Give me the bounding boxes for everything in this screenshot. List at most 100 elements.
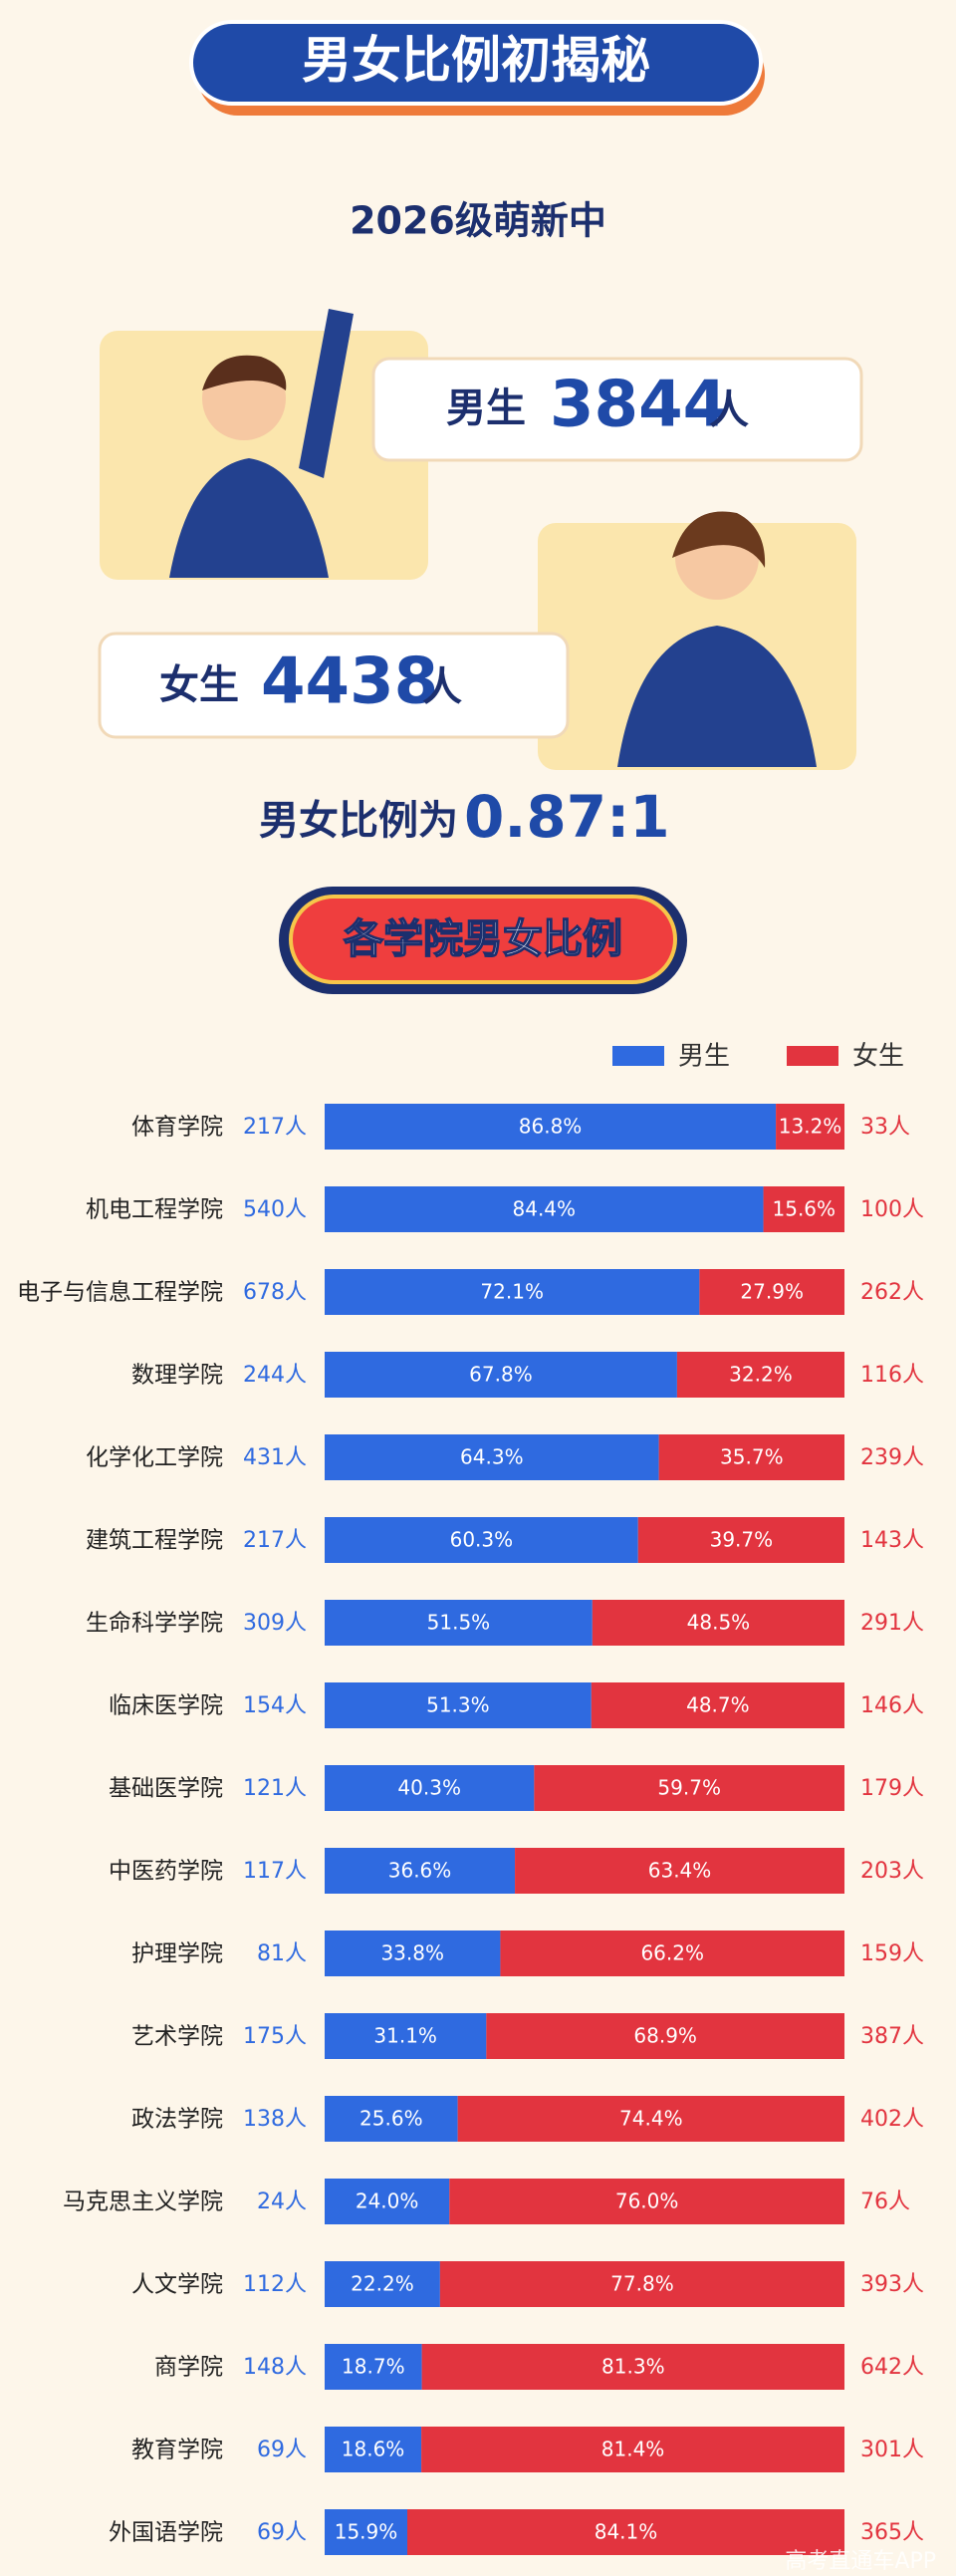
- female-count-label: 179人: [860, 1776, 924, 1801]
- male-count-label: 154人: [243, 1693, 307, 1718]
- bar-segment: [515, 1848, 844, 1894]
- male-count-label: 69人: [257, 2438, 307, 2462]
- bar-segment: [325, 2509, 407, 2555]
- category-label: 基础医学院: [109, 1776, 223, 1802]
- ratio: 0.87:1: [464, 783, 670, 851]
- bar-segment: [776, 1104, 844, 1150]
- value-label: 48.7%: [686, 1693, 750, 1717]
- male-count-label: 148人: [243, 2355, 307, 2380]
- category-label: 中医药学院: [109, 1859, 223, 1885]
- value-label: 77.8%: [610, 2272, 674, 2296]
- illustration: [169, 458, 329, 578]
- illustration: [672, 511, 766, 568]
- title: 男女比例初揭秘: [302, 32, 650, 90]
- male-count: 3844: [550, 369, 727, 442]
- category-label: 电子与信息工程学院: [17, 1280, 223, 1306]
- bar-segment: [457, 2096, 844, 2142]
- category-label: 教育学院: [131, 2438, 223, 2463]
- value-label: 86.8%: [519, 1115, 583, 1139]
- female-count-label: 393人: [860, 2272, 924, 2297]
- bar-segment: [325, 1682, 592, 1728]
- value-label: 36.6%: [388, 1859, 452, 1883]
- female-count-label: 239人: [860, 1445, 924, 1470]
- male-count-label: 24人: [257, 2190, 307, 2214]
- female-count-label: 76人: [860, 2190, 910, 2214]
- legend-swatch: [787, 1046, 838, 1066]
- female-count-label: 159人: [860, 1941, 924, 1966]
- legend-label: 男生: [678, 1042, 730, 1072]
- value-label: 59.7%: [657, 1776, 721, 1800]
- bar-segment: [763, 1186, 844, 1232]
- male-count-label: 540人: [243, 1197, 307, 1222]
- value-label: 64.3%: [460, 1445, 524, 1469]
- category-label: 数理学院: [131, 1363, 223, 1389]
- value-label: 74.4%: [619, 2107, 683, 2131]
- legend-label: 女生: [852, 1042, 904, 1072]
- value-label: 33.8%: [380, 1941, 444, 1965]
- value-label: 35.7%: [720, 1445, 784, 1469]
- value-label: 81.4%: [601, 2438, 665, 2461]
- bar-segment: [449, 2179, 844, 2224]
- male-count-label: 217人: [243, 1115, 307, 1140]
- bar-segment: [325, 2344, 422, 2390]
- bar-segment: [439, 2261, 844, 2307]
- bar-segment: [325, 1104, 777, 1150]
- bar-segment: [592, 1600, 844, 1646]
- legend-swatch: [612, 1046, 664, 1066]
- section-title: 各学院男女比例: [344, 916, 622, 962]
- female-count-label: 33人: [860, 1115, 910, 1140]
- bar-segment: [421, 2344, 844, 2390]
- bar-segment: [325, 2179, 450, 2224]
- female-count-label: 402人: [860, 2107, 924, 2132]
- bar-segment: [325, 1269, 700, 1315]
- female-count-label: 365人: [860, 2520, 924, 2545]
- female-count-label: 203人: [860, 1859, 924, 1884]
- category-label: 人文学院: [131, 2272, 223, 2298]
- value-label: 66.2%: [640, 1941, 704, 1965]
- value-label: 32.2%: [729, 1363, 793, 1387]
- bar-segment: [699, 1269, 844, 1315]
- value-label: 25.6%: [359, 2107, 423, 2131]
- female-unit: 人: [422, 664, 462, 710]
- bar-segment: [676, 1352, 844, 1398]
- male-count-label: 117人: [243, 1859, 307, 1884]
- female-label: 女生: [159, 662, 239, 708]
- value-label: 84.4%: [513, 1197, 577, 1221]
- bar-segment: [325, 2013, 487, 2059]
- value-label: 15.9%: [335, 2520, 398, 2544]
- male-count-label: 121人: [243, 1776, 307, 1801]
- value-label: 76.0%: [615, 2190, 679, 2213]
- category-label: 商学院: [154, 2355, 223, 2381]
- category-label: 机电工程学院: [86, 1197, 223, 1223]
- bar-segment: [325, 1434, 659, 1480]
- male-count-label: 217人: [243, 1528, 307, 1553]
- female-count-label: 642人: [860, 2355, 924, 2380]
- ratio-label: 男女比例为: [259, 798, 458, 844]
- category-label: 建筑工程学院: [86, 1528, 223, 1554]
- male-count-label: 678人: [243, 1280, 307, 1305]
- female-count-label: 116人: [860, 1363, 924, 1388]
- illustration: [617, 626, 817, 767]
- value-label: 24.0%: [356, 2190, 419, 2213]
- watermark: 高考直通车APP: [785, 2549, 936, 2574]
- category-label: 护理学院: [131, 1941, 223, 1967]
- value-label: 31.1%: [373, 2024, 437, 2048]
- category-label: 艺术学院: [131, 2024, 223, 2050]
- category-label: 生命科学学院: [86, 1611, 223, 1637]
- bar-segment: [325, 1931, 501, 1976]
- title-banner: [189, 20, 763, 106]
- bar-segment: [325, 2261, 440, 2307]
- female-count-label: 387人: [860, 2024, 924, 2049]
- bar-segment: [325, 1765, 535, 1811]
- male-card: [371, 357, 863, 462]
- illustration: [202, 355, 287, 390]
- category-label: 政法学院: [131, 2107, 223, 2133]
- category-label: 外国语学院: [109, 2520, 223, 2546]
- subtitle: 2026级萌新中: [350, 199, 606, 243]
- female-count-label: 143人: [860, 1528, 924, 1553]
- value-label: 67.8%: [469, 1363, 533, 1387]
- male-label: 男生: [446, 386, 526, 431]
- bar-segment: [406, 2509, 844, 2555]
